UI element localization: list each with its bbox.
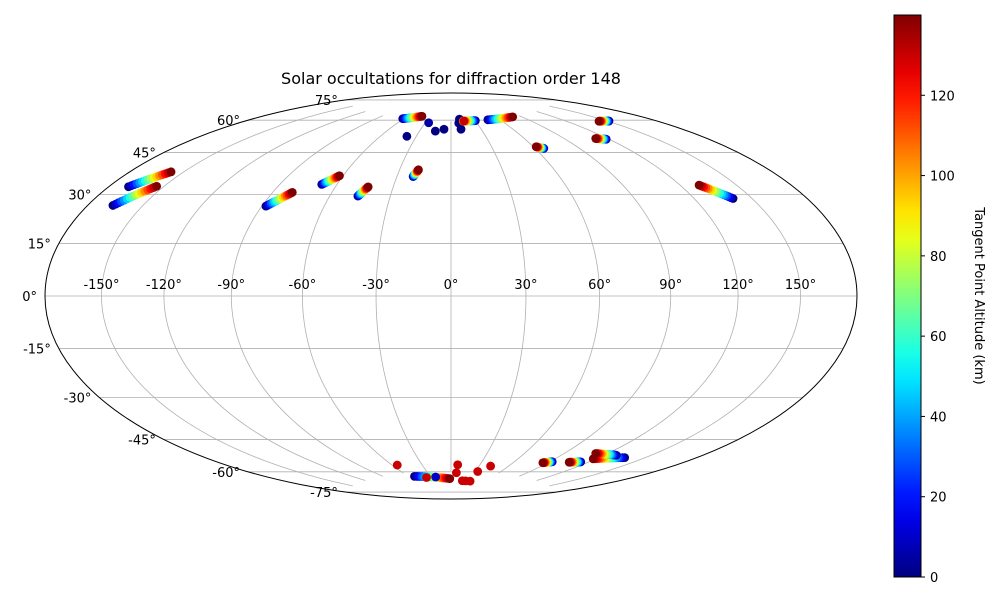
occultation-point <box>453 460 463 470</box>
lon-tick-label: 60° <box>588 278 611 293</box>
lat-tick-label: 45° <box>133 146 156 161</box>
lat-tick-label: -15° <box>23 343 51 358</box>
occultation-point <box>459 116 469 126</box>
occultation-point <box>508 112 518 122</box>
occultation-point <box>486 461 496 471</box>
lat-tick-label: -45° <box>128 434 156 449</box>
occultation-point <box>287 188 297 197</box>
lon-tick-label: 90° <box>659 278 682 293</box>
occultation-point <box>564 457 574 467</box>
lat-tick-label: 15° <box>28 237 51 252</box>
colorbar-tick-label: 60 <box>930 330 947 345</box>
colorbar-ticks: 0 20 40 60 80 100 120 <box>921 89 955 586</box>
occultation-point <box>422 473 431 482</box>
occultation-point <box>439 124 449 134</box>
occultation-point <box>363 182 373 192</box>
occultation-points <box>108 111 738 486</box>
colorbar-tick-label: 20 <box>930 491 947 506</box>
occultation-point <box>430 126 440 136</box>
occultation-point <box>465 476 475 486</box>
occultation-point <box>424 118 434 128</box>
occultation-point <box>417 111 427 121</box>
colorbar-tick-label: 40 <box>930 410 947 425</box>
occultation-point <box>531 142 541 152</box>
occultation-point <box>591 449 601 458</box>
occultation-point <box>591 134 601 143</box>
colorbar-tick-label: 100 <box>930 170 955 185</box>
colorbar-label: Tangent Point Altitude (km) <box>971 206 986 384</box>
lat-tick-label: 0° <box>22 290 37 305</box>
occultation-point <box>431 472 441 482</box>
colorbar-tick-label: 80 <box>930 250 947 265</box>
occultation-point <box>445 474 455 484</box>
lon-tick-label: -90° <box>217 278 245 293</box>
chart-title: Solar occultations for diffraction order… <box>281 69 621 88</box>
occultation-point <box>392 460 402 470</box>
colorbar: 0 20 40 60 80 100 120 Tangent Point Altitude (… <box>893 14 986 586</box>
lon-tick-label: -150° <box>83 278 119 293</box>
occultation-point <box>414 165 423 175</box>
lat-tick-label: 30° <box>68 189 91 204</box>
lon-tick-label: 120° <box>722 278 753 293</box>
occultation-point <box>166 167 176 177</box>
occultation-point <box>152 181 162 191</box>
occultation-point <box>456 124 466 134</box>
occultation-point <box>402 131 412 141</box>
lon-tick-label: -120° <box>146 278 182 293</box>
occultation-point <box>335 171 344 181</box>
lat-tick-label: 60° <box>217 114 240 129</box>
occultation-point <box>594 116 604 126</box>
occultation-point <box>451 468 461 478</box>
graticule <box>45 99 857 493</box>
colorbar-tick-label: 120 <box>930 89 955 104</box>
occultation-point <box>473 467 483 476</box>
lat-tick-label: 75° <box>315 94 338 109</box>
map-boundary <box>44 92 858 500</box>
lat-tick-label: -30° <box>64 392 92 407</box>
tick-labels: -150° -120° -90° -60° -30° 0° 30° 60° 90° 120° 150… <box>22 94 816 501</box>
colorbar-tick-label: 0 <box>930 571 938 586</box>
lon-tick-label: 150° <box>785 278 816 293</box>
occultation-point <box>538 458 548 468</box>
occultation-point <box>694 180 704 190</box>
lon-tick-label: -30° <box>362 278 390 293</box>
colorbar-gradient <box>893 14 922 578</box>
lon-tick-label: -60° <box>289 278 317 293</box>
lon-tick-label: 30° <box>514 278 537 293</box>
lat-tick-label: -60° <box>212 466 240 481</box>
lon-tick-label: 0° <box>444 278 459 293</box>
